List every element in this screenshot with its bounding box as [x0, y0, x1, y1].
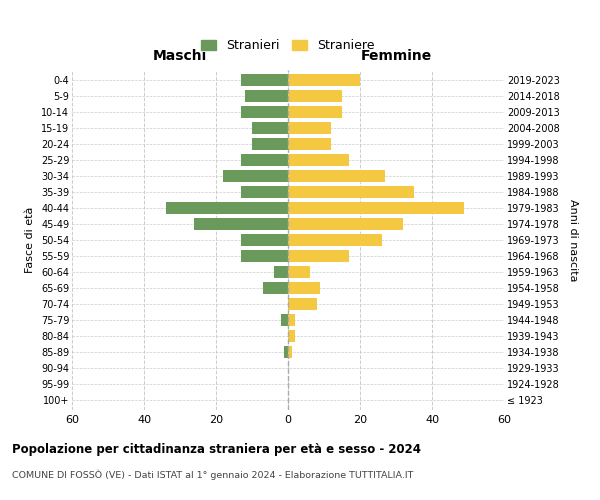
Text: Femmine: Femmine — [361, 49, 431, 63]
Bar — [288, 106, 342, 118]
Bar — [288, 74, 360, 86]
Bar — [288, 154, 349, 166]
Bar — [288, 90, 342, 102]
Bar — [263, 282, 288, 294]
Bar — [166, 202, 288, 214]
Bar — [288, 202, 464, 214]
Bar — [274, 266, 288, 278]
Bar — [288, 330, 295, 342]
Bar — [288, 314, 295, 326]
Text: Popolazione per cittadinanza straniera per età e sesso - 2024: Popolazione per cittadinanza straniera p… — [12, 442, 421, 456]
Text: Maschi: Maschi — [153, 49, 207, 63]
Bar — [241, 250, 288, 262]
Bar — [245, 90, 288, 102]
Bar — [281, 314, 288, 326]
Bar — [288, 298, 317, 310]
Bar — [288, 186, 414, 198]
Bar — [288, 266, 310, 278]
Bar — [288, 218, 403, 230]
Bar — [241, 106, 288, 118]
Text: COMUNE DI FOSSÒ (VE) - Dati ISTAT al 1° gennaio 2024 - Elaborazione TUTTITALIA.I: COMUNE DI FOSSÒ (VE) - Dati ISTAT al 1° … — [12, 469, 413, 480]
Bar — [288, 122, 331, 134]
Bar — [194, 218, 288, 230]
Bar — [241, 74, 288, 86]
Y-axis label: Fasce di età: Fasce di età — [25, 207, 35, 273]
Bar — [288, 346, 292, 358]
Legend: Stranieri, Straniere: Stranieri, Straniere — [197, 36, 379, 56]
Bar — [252, 138, 288, 150]
Y-axis label: Anni di nascita: Anni di nascita — [568, 198, 578, 281]
Bar — [252, 122, 288, 134]
Bar — [284, 346, 288, 358]
Bar — [288, 170, 385, 182]
Bar — [288, 282, 320, 294]
Bar — [241, 186, 288, 198]
Bar — [288, 234, 382, 246]
Bar — [288, 250, 349, 262]
Bar — [223, 170, 288, 182]
Bar — [241, 154, 288, 166]
Bar — [241, 234, 288, 246]
Bar — [288, 138, 331, 150]
